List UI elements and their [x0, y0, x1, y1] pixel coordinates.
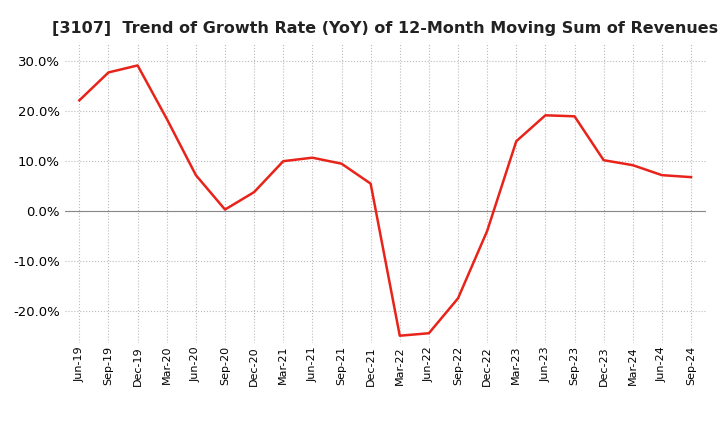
Title: [3107]  Trend of Growth Rate (YoY) of 12-Month Moving Sum of Revenues: [3107] Trend of Growth Rate (YoY) of 12-… — [52, 21, 719, 36]
